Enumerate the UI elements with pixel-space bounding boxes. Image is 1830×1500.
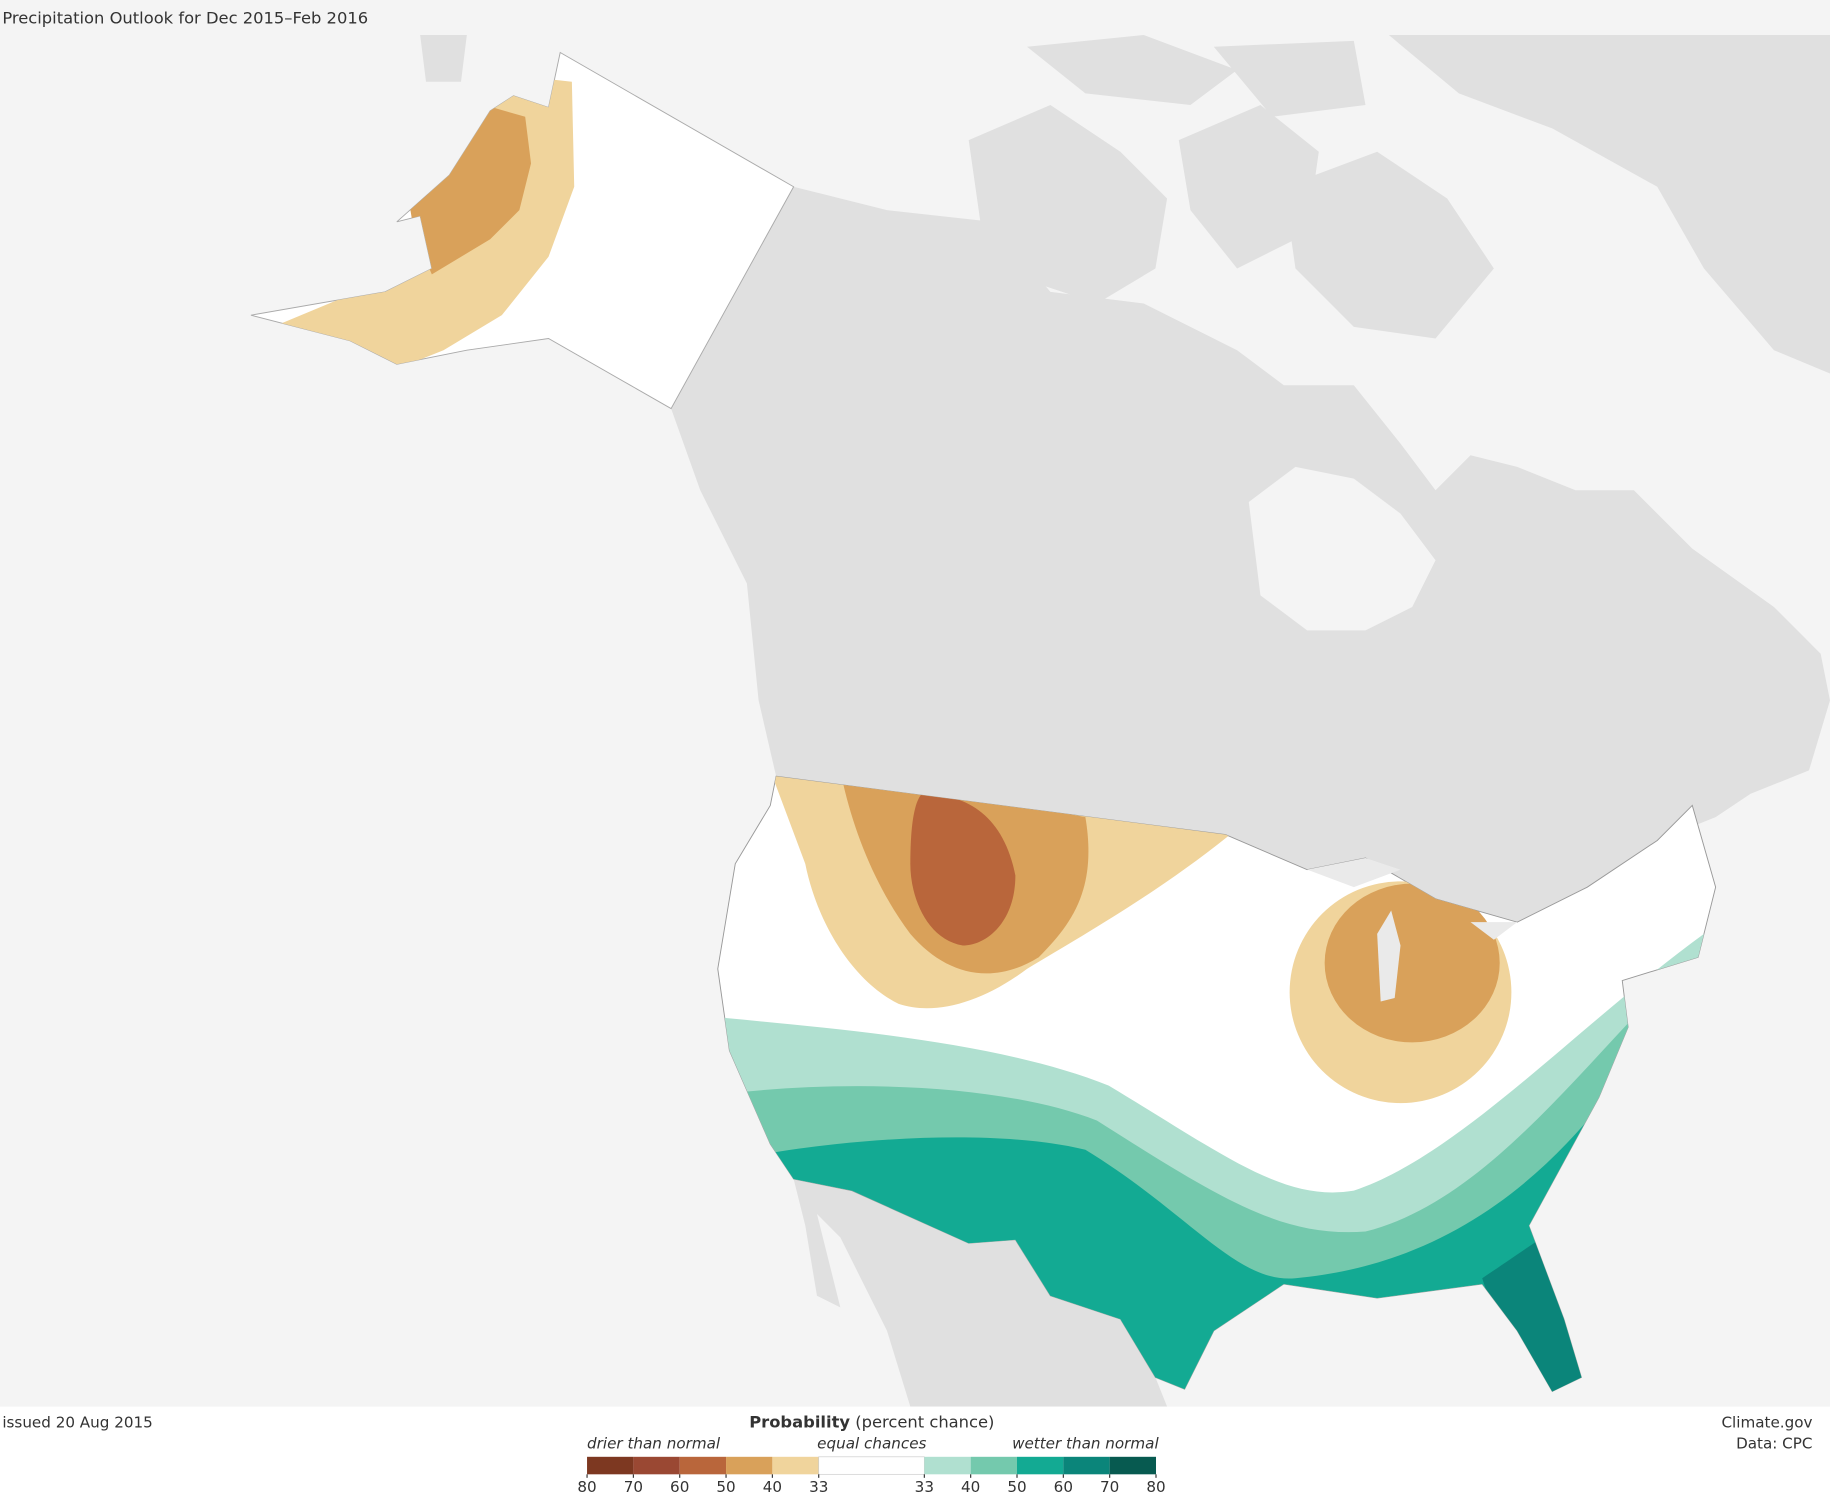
greenland	[1388, 35, 1830, 374]
legend-swatch	[818, 1456, 925, 1475]
legend-tick-label: 33	[809, 1478, 828, 1496]
legend-swatch	[772, 1456, 819, 1475]
credit: Climate.gov	[1721, 1414, 1812, 1432]
legend-tick-label: 33	[915, 1478, 934, 1496]
legend-tick-label: 70	[1100, 1478, 1119, 1496]
wet-60-70-area	[1482, 1225, 1611, 1392]
legend-swatch	[970, 1456, 1018, 1475]
equal-label: equal chances	[817, 1435, 926, 1453]
legend-tick-label: 40	[763, 1478, 782, 1496]
legend-swatch	[1109, 1456, 1157, 1475]
legend-tick-label: 50	[716, 1478, 735, 1496]
footer	[0, 1406, 1830, 1500]
drier-label: drier than normal	[587, 1435, 721, 1453]
legend-swatch	[726, 1456, 773, 1475]
legend-title-rest: (percent chance)	[855, 1413, 994, 1432]
legend-swatch	[587, 1456, 634, 1475]
legend-title: Probability (percent chance)	[749, 1413, 994, 1432]
legend-swatch	[924, 1456, 971, 1475]
legend-tick-label: 40	[961, 1478, 980, 1496]
legend-swatch	[1017, 1456, 1064, 1475]
canada	[671, 186, 1830, 923]
great-lakes	[1307, 857, 1518, 940]
chukotka	[420, 35, 467, 82]
hudson-bay	[1248, 466, 1436, 631]
dry-40-50-area	[1324, 883, 1500, 1043]
legend-tick-label: 80	[577, 1478, 596, 1496]
legend-tick-label: 60	[1054, 1478, 1073, 1496]
legend-tick-label: 80	[1146, 1478, 1165, 1496]
issued-date: issued 20 Aug 2015	[2, 1414, 152, 1432]
dry-50-60-area	[910, 793, 1016, 946]
legend-tick-label: 60	[670, 1478, 689, 1496]
mexico	[793, 1178, 1168, 1407]
lake-michigan	[1377, 910, 1401, 1002]
arctic-islands	[968, 35, 1494, 339]
source: Data: CPC	[1736, 1435, 1812, 1453]
legend-title-bold: Probability	[749, 1413, 850, 1432]
wetter-label: wetter than normal	[1012, 1435, 1159, 1453]
legend-tick-label: 50	[1007, 1478, 1026, 1496]
legend-swatch	[679, 1456, 727, 1475]
legend-swatch	[633, 1456, 680, 1475]
legend-tick-label: 70	[624, 1478, 643, 1496]
legend-swatch	[1063, 1456, 1110, 1475]
legend: 80 70 60 50 40 33 33 40 50 60 70 80	[577, 1456, 1166, 1496]
title: Precipitation Outlook for Dec 2015–Feb 2…	[2, 8, 368, 27]
